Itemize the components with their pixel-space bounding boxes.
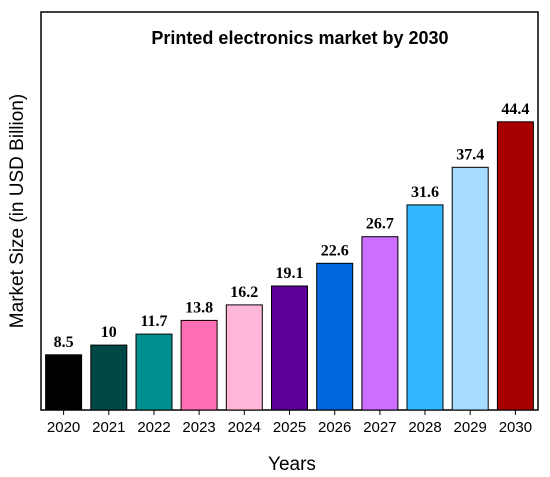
y-axis-label: Market Size (in USD Billion) (7, 94, 28, 328)
x-tick-label-2023: 2023 (182, 419, 215, 436)
data-label-2024: 16.2 (230, 284, 258, 301)
bar-2028 (406, 204, 444, 411)
data-label-2028: 31.6 (411, 184, 439, 201)
x-tick-label-2028: 2028 (408, 419, 441, 436)
bar-2020 (45, 354, 83, 411)
data-label-2022: 11.7 (140, 313, 167, 330)
x-tick-label-2022: 2022 (137, 419, 170, 436)
x-tick-label-2027: 2027 (363, 419, 396, 436)
data-label-2029: 37.4 (456, 146, 484, 163)
bar-2024 (225, 304, 263, 411)
data-label-2023: 13.8 (185, 299, 213, 316)
bar-2026 (316, 262, 354, 411)
bar-2027 (361, 236, 399, 411)
bar-2021 (90, 344, 128, 411)
data-label-2020: 8.5 (54, 334, 74, 351)
bar-2022 (135, 333, 173, 411)
bar-2029 (451, 166, 489, 411)
x-tick-label-2029: 2029 (454, 419, 487, 436)
x-tick-label-2025: 2025 (273, 419, 306, 436)
data-label-2026: 22.6 (321, 242, 349, 259)
bar-2023 (180, 319, 218, 411)
bars-group: 8.5 2020 10 2021 11.7 2022 13.8 2023 16.2 2024 19.… (45, 101, 534, 436)
x-tick-label-2026: 2026 (318, 419, 351, 436)
x-axis-label: Years (268, 454, 316, 475)
chart-title: Printed electronics market by 2030 (151, 28, 448, 48)
bar-2025 (271, 285, 308, 411)
data-label-2025: 19.1 (276, 265, 304, 282)
data-label-2021: 10 (101, 324, 117, 341)
bar-2030 (496, 121, 534, 411)
x-tick-label-2030: 2030 (499, 419, 532, 436)
data-label-2027: 26.7 (366, 216, 394, 233)
x-tick-label-2020: 2020 (47, 419, 80, 436)
x-tick-label-2024: 2024 (228, 419, 261, 436)
x-tick-label-2021: 2021 (92, 419, 125, 436)
data-label-2030: 44.4 (501, 101, 529, 118)
